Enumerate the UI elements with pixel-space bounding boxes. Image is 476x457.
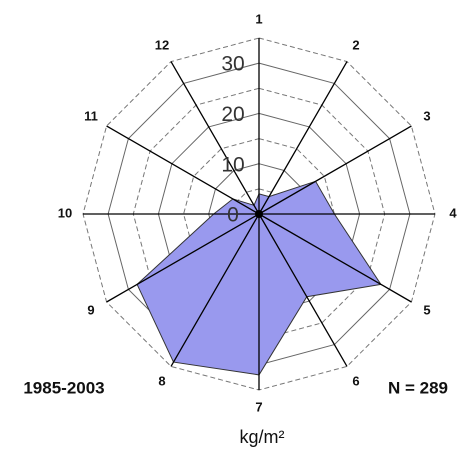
spoke [106,125,260,215]
spoke [258,125,412,215]
count-label: N = 289 [388,378,448,397]
direction-label: 6 [352,373,359,388]
spoke [258,61,348,215]
r-tick-label: 20 [221,103,244,126]
spoke [170,61,260,215]
spoke [258,213,412,303]
center-dot [255,210,263,218]
direction-label: 5 [423,302,430,317]
direction-label: 3 [423,108,430,123]
direction-label: 8 [158,373,165,388]
spoke [170,213,260,367]
direction-label: 4 [449,205,457,220]
period-label: 1985-2003 [23,378,104,397]
direction-label: 1 [255,11,262,26]
r-tick-label: 30 [221,53,244,76]
direction-label: 11 [84,108,98,123]
spoke [106,213,260,303]
direction-label: 2 [352,37,359,52]
r-tick-label: 0 [227,204,239,227]
direction-label: 10 [58,205,72,220]
axis-label: kg/m² [240,427,285,447]
spoke [258,213,348,367]
direction-label: 12 [155,37,169,52]
direction-label: 7 [255,399,262,414]
direction-label: 9 [87,302,94,317]
r-tick-label: 10 [221,153,244,176]
